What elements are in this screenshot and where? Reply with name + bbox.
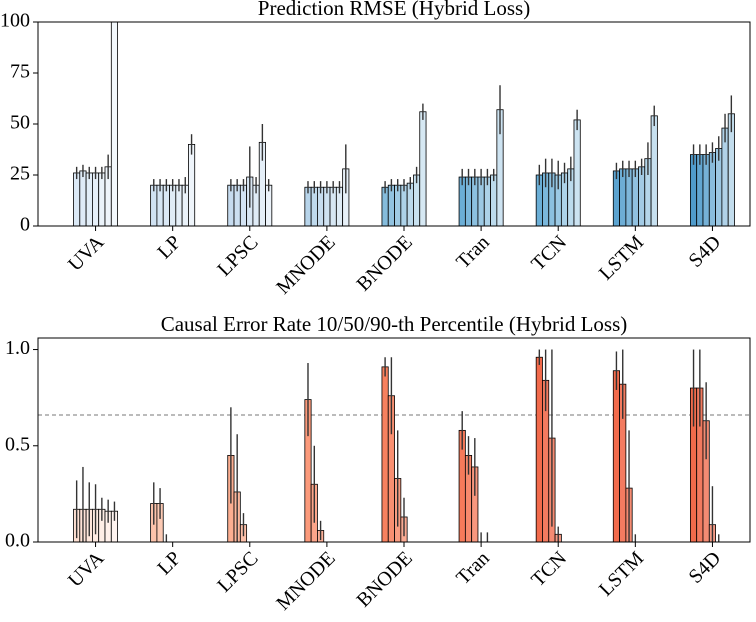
chart-title: Prediction RMSE (Hybrid Loss)	[258, 0, 530, 20]
bar	[535, 356, 543, 542]
bar	[92, 172, 100, 226]
x-tick-label: LP	[153, 547, 185, 579]
x-tick-label: TCN	[527, 231, 571, 275]
axes-frame	[37, 337, 751, 543]
x-tick-label: S4D	[685, 547, 726, 588]
bar	[381, 366, 389, 542]
bar	[721, 127, 729, 226]
x-tick-label: LPSC	[213, 231, 262, 280]
x-tick-label: BNODE	[353, 547, 417, 611]
x-tick-label: TCN	[527, 547, 571, 591]
bar	[79, 170, 87, 226]
bar	[73, 172, 81, 226]
x-tick-label: S4D	[685, 231, 726, 272]
y-tick-label: 25	[10, 163, 30, 185]
chart-title: Causal Error Rate 10/50/90-th Percentile…	[161, 312, 628, 336]
y-tick-label: 100	[0, 10, 30, 32]
x-tick-label: UVA	[64, 547, 109, 592]
x-tick-label: LSTM	[595, 231, 648, 284]
bar	[631, 168, 639, 226]
axes-frame	[37, 21, 751, 227]
y-tick-label: 0.0	[5, 530, 30, 552]
x-tick-label: MNODE	[272, 547, 339, 614]
bar	[689, 154, 698, 226]
bar	[85, 172, 93, 226]
bar	[708, 152, 716, 226]
x-tick-label: UVA	[64, 231, 109, 276]
bar	[188, 143, 196, 226]
x-tick-label: Tran	[452, 547, 494, 589]
x-tick-label: LSTM	[595, 547, 648, 600]
x-tick-label: MNODE	[272, 231, 339, 298]
bar	[612, 170, 620, 226]
bar	[625, 168, 633, 226]
bar	[406, 182, 414, 226]
y-tick-label: 0	[20, 214, 30, 236]
bar	[638, 166, 646, 226]
bar	[650, 115, 658, 226]
plot-area	[73, 22, 735, 226]
y-tick-label: 0.5	[5, 433, 30, 455]
bar	[573, 119, 581, 226]
bar	[702, 154, 710, 226]
bar	[110, 22, 119, 226]
bar	[98, 172, 106, 226]
bar	[619, 168, 627, 226]
y-tick-label: 50	[10, 112, 30, 134]
bar	[490, 174, 498, 226]
plot-area	[38, 349, 750, 542]
bar	[419, 111, 427, 226]
x-tick-label: LP	[153, 231, 185, 263]
y-tick-label: 1.0	[5, 337, 30, 359]
x-tick-label: LPSC	[213, 547, 262, 596]
x-tick-label: Tran	[452, 231, 494, 273]
bar	[696, 154, 704, 226]
bar	[612, 370, 620, 542]
y-tick-label: 75	[10, 61, 30, 83]
x-tick-label: BNODE	[353, 231, 417, 295]
